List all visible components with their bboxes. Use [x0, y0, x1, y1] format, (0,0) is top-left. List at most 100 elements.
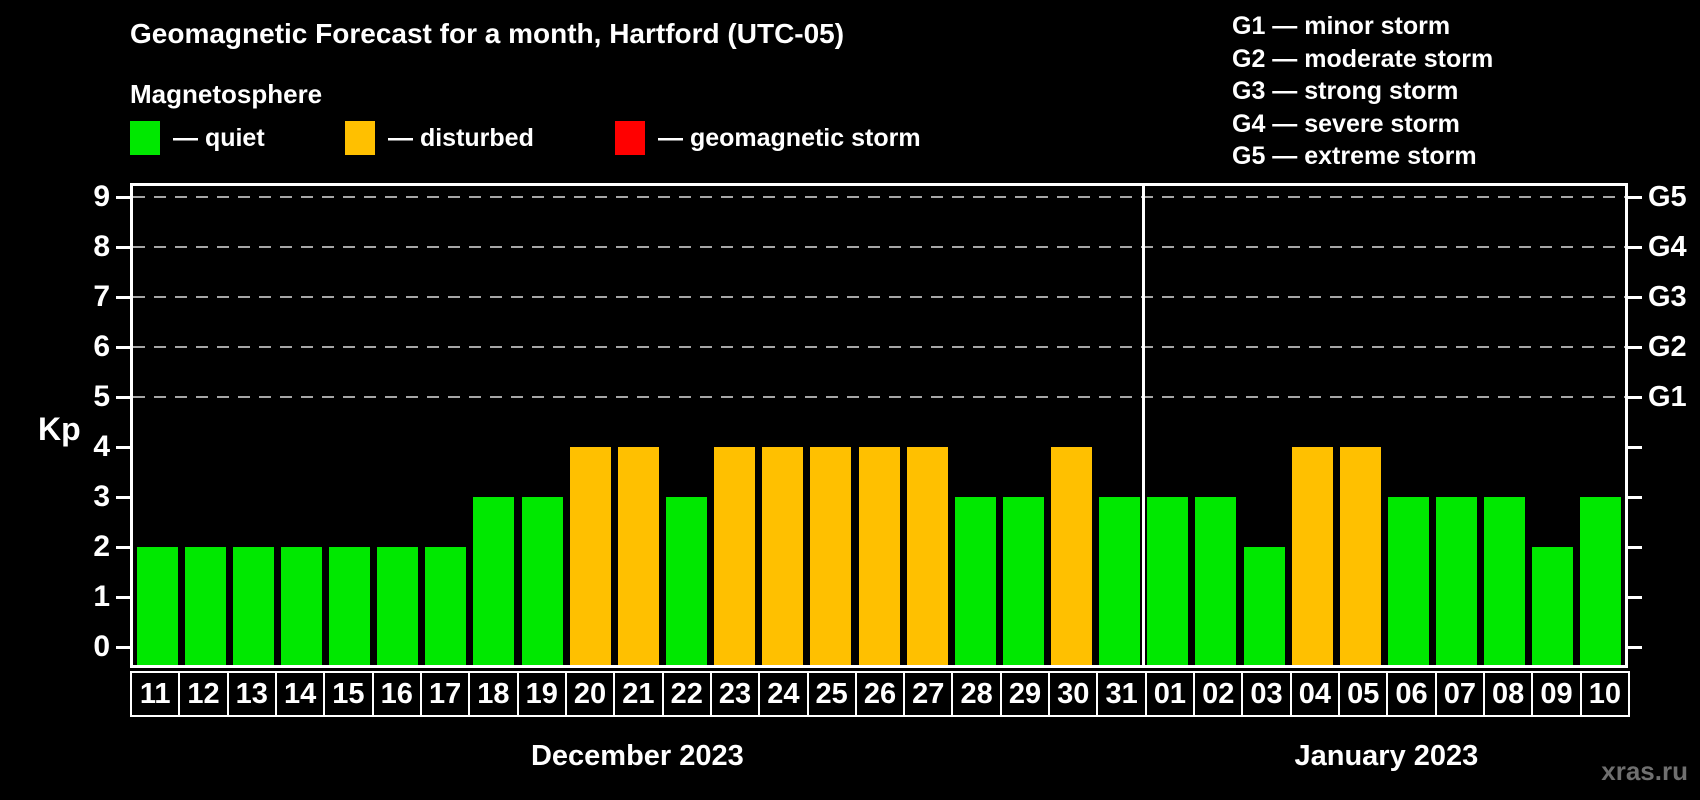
kp-bar-day-03: [1243, 547, 1285, 665]
kp-bar-day-21: [617, 447, 659, 665]
day-label-03: 03: [1241, 671, 1292, 717]
kp-bar-day-20: [569, 447, 611, 665]
day-label-19: 19: [516, 671, 567, 717]
quiet-color-swatch: [130, 121, 160, 155]
kp-bar-day-28: [954, 497, 996, 665]
kp-bar-day-05: [1339, 447, 1381, 665]
g-scale-label-G2: G2: [1648, 331, 1687, 363]
plot-area: [130, 183, 1628, 668]
kp-bar-day-01: [1147, 497, 1189, 665]
day-label-10: 10: [1579, 671, 1630, 717]
gridline-kp9: [133, 196, 1625, 198]
day-label-08: 08: [1483, 671, 1534, 717]
g-scale-label-G4: G4: [1648, 231, 1687, 263]
day-label-12: 12: [178, 671, 229, 717]
y-tick-right-2: [1628, 545, 1642, 549]
day-label-04: 04: [1289, 671, 1341, 717]
chart-subtitle: Magnetosphere: [130, 79, 323, 109]
y-tick-right-1: [1628, 595, 1642, 599]
kp-bar-day-11: [136, 547, 178, 665]
kp-bar-day-07: [1436, 497, 1478, 665]
kp-bar-day-30: [1051, 447, 1093, 665]
kp-bar-day-06: [1387, 497, 1429, 665]
kp-bar-day-14: [280, 547, 322, 665]
storm-color-swatch: [615, 121, 645, 155]
y-tick-left-1: [116, 595, 130, 599]
kp-bar-day-04: [1291, 447, 1333, 665]
gridline-kp6: [133, 346, 1625, 348]
day-label-21: 21: [613, 671, 664, 717]
gridline-kp8: [133, 246, 1625, 248]
day-label-25: 25: [806, 671, 857, 717]
storm-scale-g4: G4 — severe storm: [1232, 109, 1460, 138]
y-tick-right-5: [1628, 395, 1642, 399]
kp-bar-day-23: [714, 447, 756, 665]
kp-bar-day-25: [810, 447, 852, 665]
storm-scale-g5: G5 — extreme storm: [1232, 142, 1477, 170]
legend-item-disturbed: — disturbed: [345, 121, 534, 155]
month-separator: [1142, 186, 1146, 665]
y-tick-right-4: [1628, 445, 1642, 449]
month-label: December 2023: [530, 740, 744, 772]
y-tick-left-9: [116, 195, 130, 199]
kp-bar-day-26: [858, 447, 900, 665]
y-tick-left-3: [116, 495, 130, 499]
day-label-11: 11: [130, 671, 181, 717]
day-label-18: 18: [468, 671, 519, 717]
kp-bar-day-31: [1099, 497, 1141, 665]
y-tick-label-7: 7: [93, 280, 110, 313]
kp-bar-day-16: [377, 547, 419, 665]
day-label-14: 14: [274, 671, 326, 717]
y-tick-left-0: [116, 645, 130, 649]
day-label-15: 15: [323, 671, 374, 717]
kp-bar-day-17: [425, 547, 467, 665]
day-label-29: 29: [999, 671, 1051, 717]
day-label-20: 20: [564, 671, 616, 717]
kp-bar-day-27: [906, 447, 948, 665]
day-label-23: 23: [709, 671, 761, 717]
kp-bar-day-13: [232, 547, 274, 665]
y-axis-label-kp: Kp: [38, 411, 81, 447]
day-label-24: 24: [758, 671, 809, 717]
storm-scale-g1: G1 — minor storm: [1232, 12, 1451, 40]
day-label-13: 13: [226, 671, 277, 717]
kp-bar-day-12: [184, 547, 226, 665]
day-label-09: 09: [1531, 671, 1582, 717]
day-label-16: 16: [371, 671, 422, 717]
kp-bar-day-18: [473, 497, 515, 665]
day-label-22: 22: [661, 671, 712, 717]
y-tick-left-7: [116, 295, 130, 299]
y-tick-left-4: [116, 445, 130, 449]
kp-bar-day-15: [329, 547, 371, 665]
chart-title: Geomagnetic Forecast for a month, Hartfo…: [130, 18, 845, 49]
day-label-07: 07: [1434, 671, 1486, 717]
disturbed-color-swatch: [345, 121, 375, 155]
y-tick-label-2: 2: [93, 530, 110, 563]
day-label-26: 26: [854, 671, 906, 717]
month-label: January 2023: [1294, 740, 1479, 772]
y-tick-label-4: 4: [93, 430, 110, 463]
y-tick-left-8: [116, 245, 130, 249]
day-label-28: 28: [951, 671, 1002, 717]
y-tick-label-0: 0: [93, 630, 110, 663]
kp-bar-day-09: [1532, 547, 1574, 665]
day-label-row: 11 12 13 14 15 16 17 18 19 20 21 22 23 24 25 26 27 28 29 30…: [130, 671, 1630, 717]
legend-item-geomagnetic-storm: — geomagnetic storm: [615, 121, 921, 155]
day-label-17: 17: [419, 671, 471, 717]
y-tick-right-6: [1628, 345, 1642, 349]
g-scale-label-G5: G5: [1648, 181, 1687, 213]
day-label-05: 05: [1338, 671, 1389, 717]
legend-label-geomagnetic-storm: — geomagnetic storm: [658, 123, 921, 152]
legend-label-disturbed: — disturbed: [388, 123, 534, 152]
y-tick-label-3: 3: [93, 480, 110, 513]
day-label-06: 06: [1386, 671, 1437, 717]
gridline-kp7: [133, 296, 1625, 298]
y-tick-right-0: [1628, 645, 1642, 649]
day-label-02: 02: [1193, 671, 1244, 717]
day-label-01: 01: [1144, 671, 1196, 717]
y-tick-label-6: 6: [93, 330, 110, 363]
day-label-31: 31: [1096, 671, 1147, 717]
y-tick-left-2: [116, 545, 130, 549]
y-tick-right-3: [1628, 495, 1642, 499]
